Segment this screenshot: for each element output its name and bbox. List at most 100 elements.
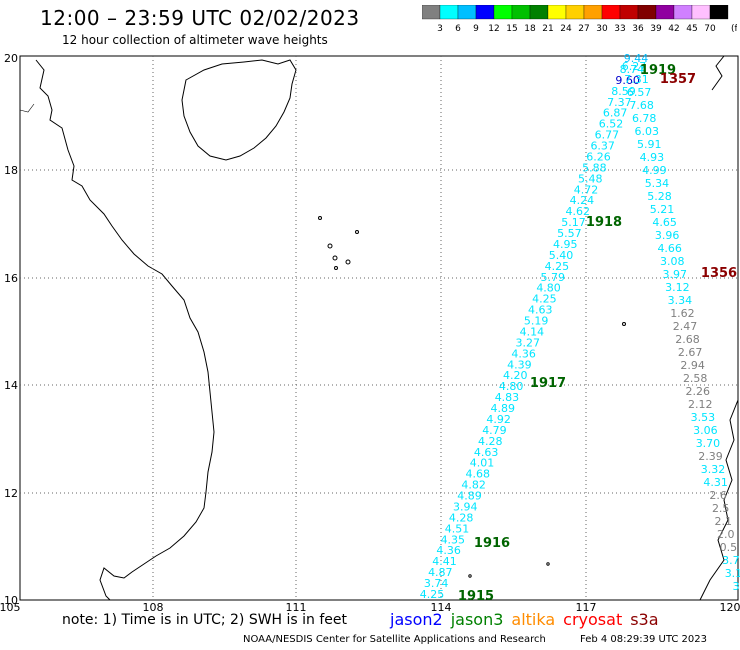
colorbar-tick: 39: [650, 24, 662, 34]
colorbar-tick: 6: [455, 24, 461, 34]
swh-value: 0.5: [720, 541, 738, 554]
pass-label: 1918: [586, 215, 622, 230]
longitude-labels: 105 108 111 114 117 120: [0, 601, 740, 614]
colorbar-tick: 21: [542, 24, 553, 34]
swh-value: 4.83: [495, 391, 520, 404]
swh-value: 3.96: [655, 229, 680, 242]
swh-value: 3.1: [725, 567, 740, 580]
swh-value: 3.97: [663, 268, 688, 281]
swh-value: 3.32: [701, 463, 726, 476]
swh-value: 4.28: [478, 435, 503, 448]
swh-value: 4.79: [482, 424, 507, 437]
colorbar-tick: 33: [614, 24, 625, 34]
swh-value: 4.82: [461, 479, 486, 492]
colorbar-tick: 36: [632, 24, 644, 34]
swh-value: 5.91: [637, 138, 662, 151]
swh-value: 6.78: [632, 112, 657, 125]
swh-value: 3: [733, 580, 740, 593]
note-text: note: 1) Time is in UTC; 2) SWH is in fe…: [62, 612, 348, 628]
swh-value: 2.12: [688, 398, 713, 411]
legend-item-jason2: jason2: [390, 610, 443, 629]
graticule: [20, 56, 738, 600]
longitude-label: 111: [286, 601, 307, 614]
altimeter-track-west: 9.448.749.608.597.376.876.526.776.376.26…: [420, 52, 649, 601]
swh-value: 4.89: [457, 490, 482, 503]
swh-value: 3.70: [696, 437, 721, 450]
swh-value: 3.12: [665, 281, 690, 294]
swh-value: 5.88: [582, 161, 607, 174]
swh-value: 3.94: [453, 500, 478, 513]
swh-value: 6.37: [590, 140, 615, 153]
swh-value: 9.44: [624, 52, 649, 65]
latitude-label: 16: [4, 272, 18, 285]
colorbar-tick: 24: [560, 24, 572, 34]
swh-value: 4.63: [474, 446, 499, 459]
swh-value: 4.25: [532, 293, 557, 306]
colorbar-tick: 45: [686, 24, 697, 34]
swh-value: 5.21: [650, 203, 675, 216]
swh-value: 4.24: [570, 194, 595, 207]
swh-value: 6.87: [603, 107, 628, 120]
swh-value: 4.62: [565, 205, 590, 218]
swh-value: 2.5: [712, 502, 730, 515]
swh-value: 2.67: [678, 346, 703, 359]
swh-value: 5.48: [578, 172, 603, 185]
swh-value: 3.27: [516, 336, 541, 349]
swh-value: 2.26: [686, 385, 711, 398]
swh-value: 7.68: [629, 99, 654, 112]
altimeter-track-east: 6.277.316.577.686.786.035.914.934.995.34…: [622, 60, 740, 593]
swh-value: 4.68: [466, 468, 491, 481]
swh-value: 2.58: [683, 372, 708, 385]
swh-value: 2.39: [698, 450, 723, 463]
swh-value: 6.52: [599, 118, 624, 131]
pass-labels: 1919 1918 1917 1916 1915 1357 1356: [458, 63, 737, 604]
swh-value: 2.1: [715, 515, 733, 528]
swh-value: 4.39: [507, 358, 532, 371]
pass-label: 1917: [530, 376, 566, 391]
swh-value: 4.92: [486, 413, 511, 426]
swh-value: 3.74: [424, 577, 449, 590]
footer-timestamp: Feb 4 08:29:39 UTC 2023: [580, 634, 707, 645]
footer-source: NOAA/NESDIS Center for Satellite Applica…: [243, 634, 546, 645]
pass-label: 1916: [474, 536, 510, 551]
longitude-label: 120: [720, 601, 740, 614]
legend-item-jason3: jason3: [450, 610, 504, 629]
coastline-luzon: [711, 55, 725, 91]
swh-value: 5.79: [540, 271, 565, 284]
swh-value: 4.89: [491, 402, 516, 415]
swh-value: 7.31: [624, 73, 649, 86]
colorbar-unit: (ft): [731, 24, 737, 34]
longitude-label: 105: [0, 601, 21, 614]
longitude-label: 114: [431, 601, 452, 614]
swh-value: 4.36: [436, 544, 461, 557]
swh-value: 4.01: [470, 457, 495, 470]
pass-label: 1356: [701, 266, 737, 281]
swh-value: 4.80: [536, 282, 561, 295]
page-subtitle: 12 hour collection of altimeter wave hei…: [62, 33, 328, 47]
swh-value: 4.65: [652, 216, 677, 229]
longitude-label: 117: [576, 601, 597, 614]
colorbar-tick: 42: [668, 24, 679, 34]
swh-value: 4.28: [449, 511, 474, 524]
swh-value: 4.51: [445, 522, 470, 535]
hainan-island: [181, 59, 297, 161]
swh-value: 2.47: [673, 320, 698, 333]
colorbar-tick: 15: [506, 24, 517, 34]
colorbar-tick: 70: [704, 24, 716, 34]
swh-value: 3.08: [660, 255, 685, 268]
swh-value: 3.06: [693, 424, 718, 437]
paracel-islands: [318, 216, 626, 578]
swh-value: 4.93: [640, 151, 665, 164]
swh-value: 4.25: [545, 260, 570, 273]
swh-value: 4.72: [574, 183, 599, 196]
latitude-label: 14: [4, 379, 18, 392]
swh-value: 8.59: [611, 85, 636, 98]
colorbar-swatch: [709, 5, 729, 20]
swh-value: 4.80: [499, 380, 524, 393]
legend-item-cryosat: cryosat: [563, 610, 623, 629]
pass-label: 1919: [640, 63, 676, 78]
swh-value: 2.68: [675, 333, 700, 346]
swh-value: 4.35: [441, 533, 466, 546]
latitude-label: 18: [4, 164, 18, 177]
